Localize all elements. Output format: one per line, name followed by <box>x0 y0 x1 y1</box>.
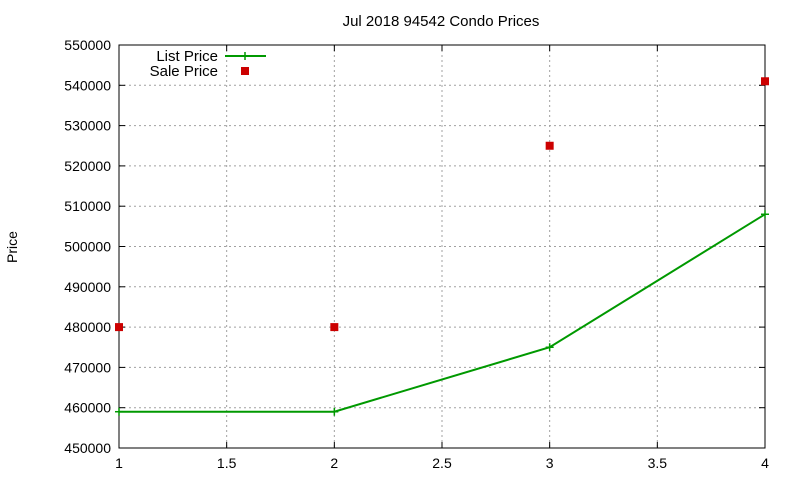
y-tick-label: 450000 <box>64 440 111 456</box>
y-axis-label: Price <box>4 231 20 263</box>
y-tick-label: 490000 <box>64 279 111 295</box>
x-tick-label: 4 <box>761 455 769 471</box>
list-price-point <box>545 343 554 352</box>
sale-price-point <box>761 77 769 86</box>
chart-title: Jul 2018 94542 Condo Prices <box>343 13 540 30</box>
legend-swatch-marker <box>241 67 249 75</box>
x-tick-label: 1 <box>115 455 123 471</box>
tick-labels: 1 1.5 2 2.5 3 3.5 4 450000 460000 470000 480000 490… <box>64 37 769 471</box>
y-tick-label: 530000 <box>64 118 111 134</box>
axes <box>118 44 766 449</box>
list-price-line <box>119 213 766 413</box>
series-marks <box>115 77 769 416</box>
y-tick-label: 460000 <box>64 400 111 416</box>
x-tick-label: 2 <box>330 455 338 471</box>
grid-lines <box>119 45 765 448</box>
x-tick-label: 1.5 <box>217 455 237 471</box>
y-tick-label: 500000 <box>64 239 111 255</box>
list-price-point <box>761 210 769 219</box>
list-price-point <box>115 407 123 416</box>
legend-label: Sale Price <box>150 63 218 80</box>
sale-price-point <box>115 323 123 332</box>
y-tick-label: 520000 <box>64 158 111 174</box>
x-tick-label: 2.5 <box>432 455 452 471</box>
x-tick-label: 3.5 <box>648 455 668 471</box>
y-tick-label: 470000 <box>64 359 111 375</box>
sale-price-point <box>330 323 339 332</box>
y-tick-label: 480000 <box>64 319 111 335</box>
legend-label: List Price <box>156 48 218 65</box>
x-tick-label: 3 <box>546 455 554 471</box>
y-tick-label: 540000 <box>64 77 111 93</box>
legend-swatch-marker <box>241 52 249 60</box>
sale-price-point <box>545 141 554 150</box>
y-tick-label: 550000 <box>64 37 111 53</box>
list-price-point <box>330 407 339 416</box>
y-tick-label: 510000 <box>64 198 111 214</box>
